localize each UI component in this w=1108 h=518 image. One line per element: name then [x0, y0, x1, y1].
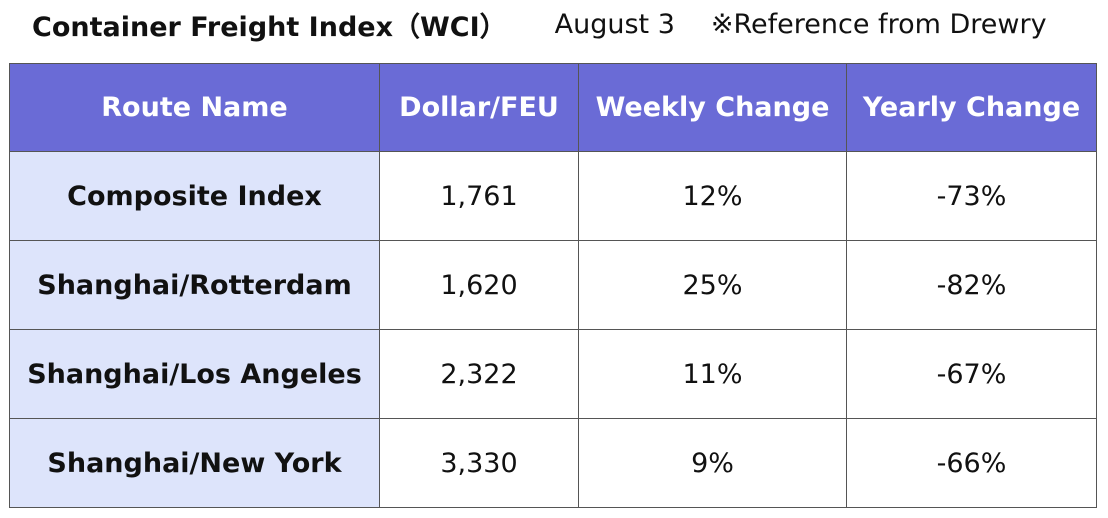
yearly-change-cell: -73%: [846, 151, 1097, 241]
weekly-change-cell: 9%: [578, 418, 847, 508]
weekly-change-cell: 11%: [578, 329, 847, 419]
dollar-feu-cell: 3,330: [379, 418, 579, 508]
table-row: Shanghai/Rotterdam 1,620 25% -82%: [9, 240, 1097, 330]
table-row: Shanghai/Los Angeles 2,322 11% -67%: [9, 329, 1097, 419]
table-header-row: Route Name Dollar/FEU Weekly Change Year…: [9, 63, 1097, 152]
freight-index-table: Route Name Dollar/FEU Weekly Change Year…: [9, 63, 1097, 508]
column-header-dollar-feu: Dollar/FEU: [379, 63, 579, 152]
weekly-change-cell: 25%: [578, 240, 847, 330]
route-name-cell: Shanghai/Los Angeles: [9, 329, 380, 419]
yearly-change-cell: -67%: [846, 329, 1097, 419]
dollar-feu-cell: 1,620: [379, 240, 579, 330]
route-name-cell: Shanghai/Rotterdam: [9, 240, 380, 330]
route-name-cell: Shanghai/New York: [9, 418, 380, 508]
column-header-yearly-change: Yearly Change: [846, 63, 1097, 152]
weekly-change-cell: 12%: [578, 151, 847, 241]
yearly-change-cell: -82%: [846, 240, 1097, 330]
page-title: Container Freight Index（WCI）: [32, 11, 507, 43]
table-row: Composite Index 1,761 12% -73%: [9, 151, 1097, 241]
date-label: August 3: [554, 8, 675, 40]
dollar-feu-cell: 2,322: [379, 329, 579, 419]
page-header: Container Freight Index（WCI） August 3 ※R…: [32, 0, 1092, 48]
dollar-feu-cell: 1,761: [379, 151, 579, 241]
source-note: ※Reference from Drewry: [710, 8, 1047, 40]
column-header-weekly-change: Weekly Change: [578, 63, 847, 152]
yearly-change-cell: -66%: [846, 418, 1097, 508]
route-name-cell: Composite Index: [9, 151, 380, 241]
table-row: Shanghai/New York 3,330 9% -66%: [9, 418, 1097, 508]
column-header-route-name: Route Name: [9, 63, 380, 152]
